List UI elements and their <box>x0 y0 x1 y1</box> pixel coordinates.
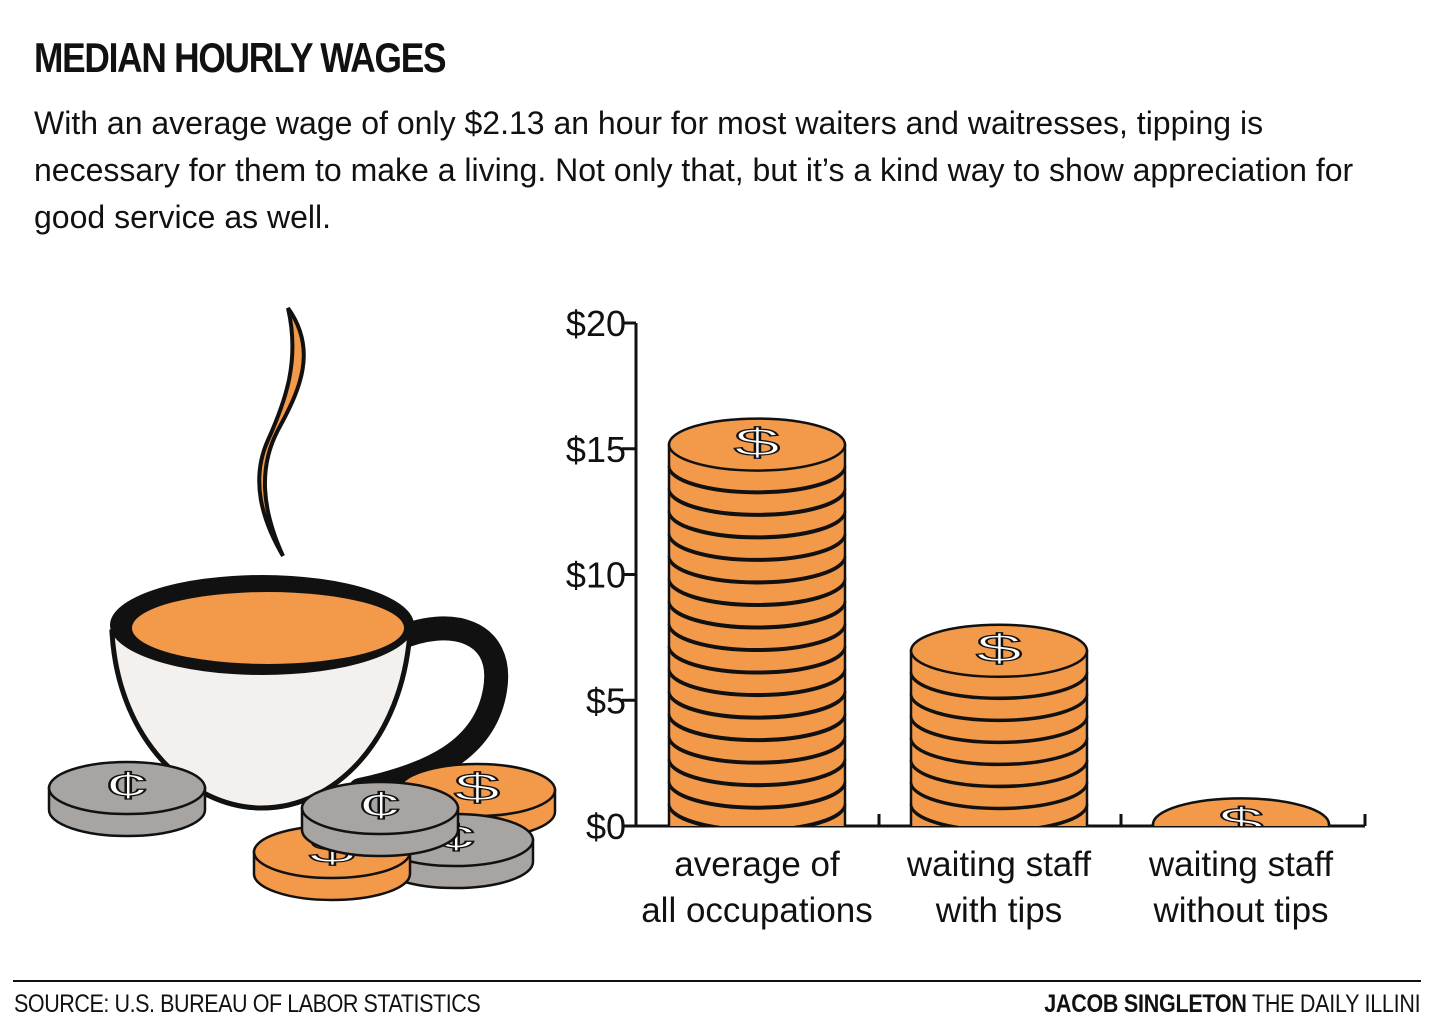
y-tick-label: $0 <box>586 806 626 847</box>
x-category-label: average of all occupations <box>641 845 873 930</box>
coin-face <box>47 760 207 816</box>
bar-coin-stack: $ <box>1151 797 1331 844</box>
coin-face <box>667 417 847 472</box>
footer-divider <box>13 980 1421 982</box>
cup-body <box>109 629 413 811</box>
steam-icon <box>257 306 306 558</box>
cent-icon: ¢ <box>104 763 150 807</box>
dollar-icon: $ <box>734 420 780 464</box>
y-tick-label: $15 <box>566 429 626 470</box>
chart-subtitle: With an average wage of only $2.13 an ho… <box>34 105 1354 235</box>
decorative-cent-coin: ¢ <box>47 760 207 838</box>
credit-publication: THE DAILY ILLINI <box>1251 990 1421 1018</box>
y-tick-label: $5 <box>586 680 626 721</box>
bar-top-coin: $ <box>1151 797 1331 844</box>
y-tick-label: $20 <box>566 303 626 344</box>
bar-top-coin: $ <box>909 623 1089 700</box>
credit-author: JACOB SINGLETON <box>1043 990 1247 1018</box>
category-labels: average of all occupations waiting staff wi… <box>641 845 1333 930</box>
bar-coin-stack: $ <box>909 623 1089 826</box>
decorative-coins: ¢$¢$¢ <box>47 760 557 902</box>
cent-icon: ¢ <box>357 783 403 827</box>
bar-coin-stack: $ <box>667 417 847 826</box>
dollar-icon: $ <box>1218 800 1264 844</box>
credit-line: JACOB SINGLETON THE DAILY ILLINI <box>1044 990 1420 1019</box>
chart-title: MEDIAN HOURLY WAGES <box>34 34 447 81</box>
x-category-label: waiting staff with tips <box>906 845 1091 930</box>
x-category-label: waiting staff without tips <box>1148 845 1333 930</box>
coffee-cup-illustration <box>109 306 509 811</box>
y-axis-ticks: $0 $5 $10 $15 $20 <box>566 303 636 847</box>
x-axis-ticks <box>877 814 1367 826</box>
coin-face <box>1151 797 1331 826</box>
y-tick-label: $10 <box>566 555 626 596</box>
dollar-icon: $ <box>976 626 1022 670</box>
coin-face <box>300 780 460 836</box>
coin-face <box>909 623 1089 679</box>
dollar-icon: $ <box>454 765 500 809</box>
source-note: SOURCE: U.S. BUREAU OF LABOR STATISTICS <box>14 990 481 1018</box>
coffee-surface <box>132 592 404 664</box>
coin-stack-bars: $ $ $ <box>667 417 1331 844</box>
bar-top-coin: $ <box>667 417 847 493</box>
decorative-cent-coin: ¢ <box>300 780 460 858</box>
